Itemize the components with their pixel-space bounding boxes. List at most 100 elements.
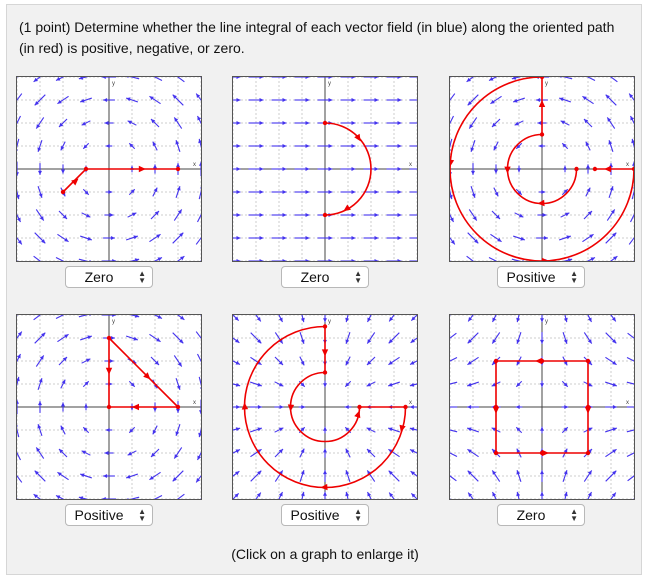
field-arrowhead [257,470,262,475]
field-arrowhead [563,189,568,194]
field-arrow [450,77,451,78]
field-arrowhead [84,190,89,195]
answer-select-4-value: Positive [74,507,124,523]
field-arrow [177,493,185,499]
field-arrowhead [259,213,264,217]
field-arrowhead [153,187,158,193]
field-arrowhead [467,449,472,454]
field-arrowhead [563,339,568,344]
field-arrowhead [611,317,616,322]
field-arrow [33,255,41,261]
path-vertex [493,358,499,364]
field-arrowhead [56,77,61,81]
path-vertex [322,120,328,126]
field-arrowhead [492,492,497,497]
field-arrowhead [397,144,402,148]
field-arrowhead [583,118,589,124]
field-arrowhead [388,360,393,365]
field-arrowhead [103,474,108,478]
field-arrowhead [612,427,617,432]
field-arrowhead [632,186,634,189]
field-arrowhead [536,98,541,102]
field-arrowhead [17,376,20,382]
field-arrow [511,258,522,261]
oriented-path [506,133,578,205]
field-arrowhead [351,77,356,79]
field-arrowhead [130,189,135,194]
answer-select-2[interactable]: Zero ▲ ▼ [281,266,369,288]
field-arrowhead [537,121,542,125]
field-arrowhead [540,491,544,496]
field-arrowhead [257,449,262,454]
path-vertex [592,166,598,172]
field-arrow [633,77,634,78]
field-arrowhead [131,212,137,217]
path-vertex [83,166,89,172]
field-arrowhead [156,337,161,342]
field-arrow [450,115,454,125]
field-arrowhead [157,315,162,319]
field-arrowhead [104,121,109,125]
field-arrowhead [62,356,68,362]
field-arrowhead [130,382,135,387]
graph-5-plot: xy [233,315,417,499]
answer-select-3[interactable]: Positive ▲ ▼ [497,266,585,288]
field-arrow [33,315,41,321]
field-arrowhead [374,190,379,194]
field-arrowhead [607,117,612,122]
field-arrowhead [388,427,393,432]
field-arrowhead [110,336,115,340]
field-arrowhead [631,138,634,144]
field-arrowhead [497,237,502,242]
answer-select-4[interactable]: Positive ▲ ▼ [65,504,153,526]
field-arrowhead [80,98,85,103]
field-arrowhead [78,77,84,80]
answer-select-5[interactable]: Positive ▲ ▼ [281,504,369,526]
field-arrowhead [468,317,473,322]
field-arrowhead [563,382,568,387]
field-arrowhead [180,256,185,261]
field-arrow [450,138,453,149]
field-arrowhead [179,339,184,344]
field-arrowhead [37,424,42,429]
path-arrowhead [537,199,545,207]
field-arrowhead [367,470,372,475]
graph-1-plot: xy [17,77,201,261]
select-arrows-icon: ▲ ▼ [570,507,578,523]
field-arrowhead [17,149,19,152]
field-arrowhead [236,236,241,240]
field-arrow [630,213,634,223]
field-arrowhead [282,190,287,194]
answer-select-6[interactable]: Zero ▲ ▼ [497,504,585,526]
field-arrowhead [80,473,85,478]
field-arrowhead [126,497,129,499]
field-arrowhead [409,382,415,387]
field-arrowhead [351,190,356,194]
field-arrowhead [511,77,517,80]
field-arrowhead [105,144,110,148]
field-arrowhead [397,77,402,79]
field-arrowhead [450,217,454,222]
field-arrowhead [235,360,240,365]
field-arrowhead [81,450,87,455]
field-arrowhead [103,98,108,102]
field-arrowhead [516,448,521,454]
field-arrow [17,77,18,78]
field-arrowhead [351,236,356,240]
field-arrowhead [494,169,498,174]
field-arrow [450,452,458,457]
field-arrowhead [259,98,264,102]
field-arrowhead [83,144,88,149]
field-arrowhead [515,405,520,409]
field-arrowhead [36,447,41,452]
field-arrowhead [468,492,473,497]
select-arrows-icon: ▲ ▼ [570,269,578,285]
field-arrowhead [197,116,201,121]
answer-select-1[interactable]: Zero ▲ ▼ [65,266,153,288]
